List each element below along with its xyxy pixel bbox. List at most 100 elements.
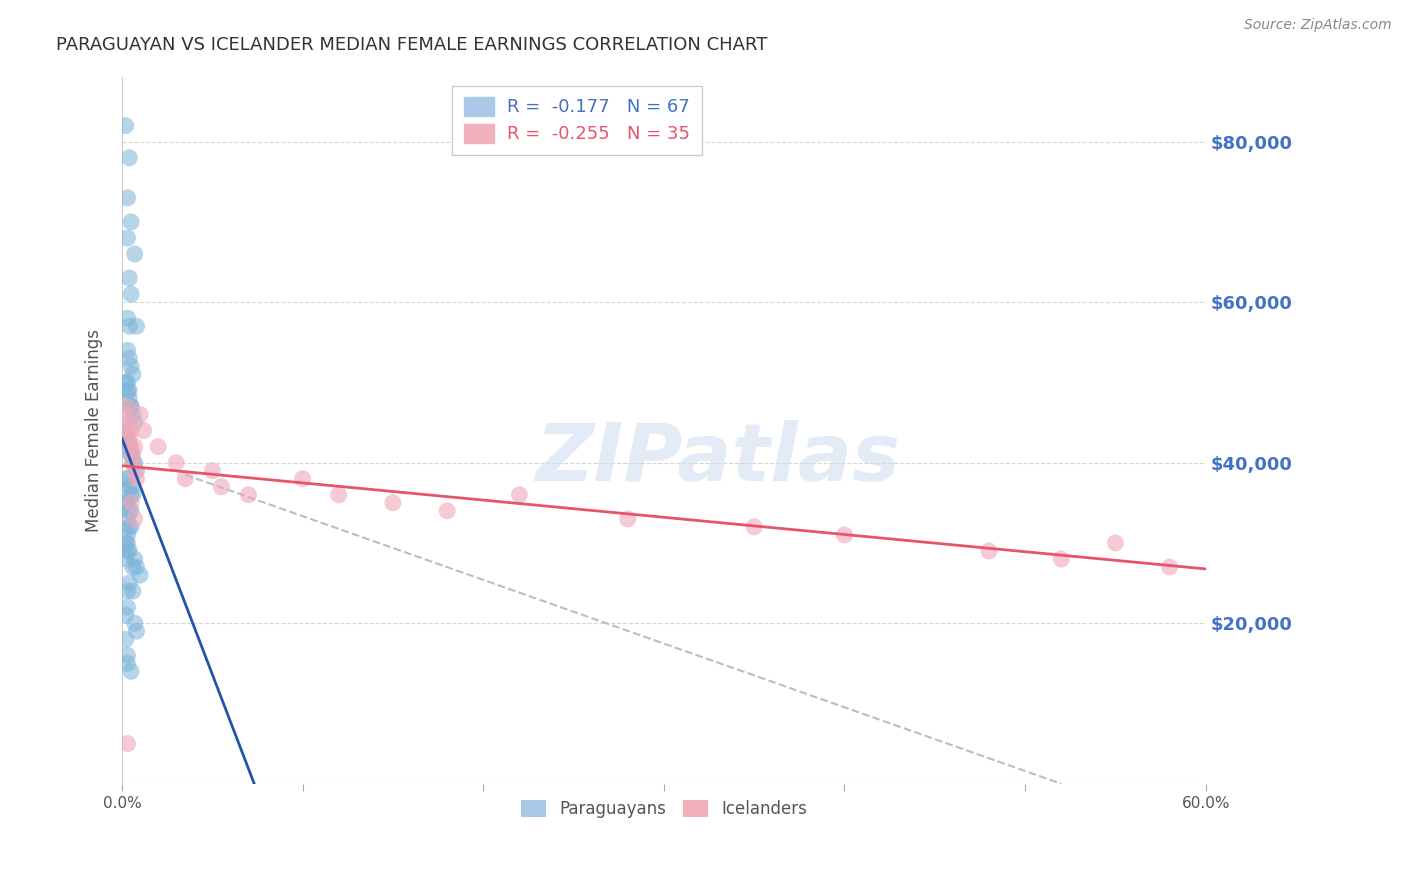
Point (117, 544, 139, 558)
Point (124, 616, 146, 631)
Point (1159, 560, 1181, 574)
Point (122, 368, 145, 382)
Point (117, 584, 139, 599)
Point (125, 472, 148, 486)
Point (124, 552, 146, 566)
Point (117, 384, 139, 398)
Point (124, 512, 146, 526)
Point (209, 480, 232, 494)
Point (122, 584, 145, 599)
Point (117, 496, 139, 510)
Point (124, 440, 146, 454)
Point (124, 464, 146, 478)
Point (120, 287, 142, 301)
Point (120, 520, 142, 534)
Point (616, 512, 638, 526)
Point (120, 665, 142, 679)
Text: ZIPatlas: ZIPatlas (536, 420, 901, 498)
Point (118, 151, 141, 165)
Point (125, 319, 148, 334)
Point (120, 488, 142, 502)
Point (118, 384, 141, 398)
Point (125, 560, 148, 574)
Point (114, 536, 136, 550)
Point (122, 408, 145, 422)
Point (114, 496, 136, 510)
Point (118, 440, 141, 454)
Point (117, 343, 139, 358)
Point (117, 231, 139, 245)
Y-axis label: Median Female Earnings: Median Female Earnings (86, 329, 103, 533)
Point (117, 528, 139, 542)
Point (120, 448, 142, 462)
Point (120, 440, 142, 454)
Point (120, 504, 142, 518)
Point (834, 528, 856, 542)
Point (117, 648, 139, 663)
Point (114, 472, 136, 486)
Point (117, 400, 139, 414)
Point (117, 432, 139, 446)
Point (118, 544, 141, 558)
Point (124, 247, 146, 261)
Point (120, 215, 142, 229)
Point (117, 376, 139, 390)
Point (114, 552, 136, 566)
Point (117, 512, 139, 526)
Point (120, 359, 142, 374)
Point (120, 400, 142, 414)
Text: PARAGUAYAN VS ICELANDER MEDIAN FEMALE EARNINGS CORRELATION CHART: PARAGUAYAN VS ICELANDER MEDIAN FEMALE EA… (56, 36, 768, 54)
Point (129, 408, 152, 422)
Point (118, 351, 141, 366)
Point (122, 560, 145, 574)
Point (1104, 536, 1126, 550)
Point (146, 440, 169, 454)
Point (118, 392, 141, 406)
Point (120, 480, 142, 494)
Point (118, 319, 141, 334)
Point (117, 472, 139, 486)
Point (114, 632, 136, 647)
Point (117, 536, 139, 550)
Point (118, 504, 141, 518)
Point (120, 400, 142, 414)
Point (118, 432, 141, 446)
Point (118, 576, 141, 591)
Point (117, 191, 139, 205)
Point (381, 496, 404, 510)
Point (120, 496, 142, 510)
Text: Source: ZipAtlas.com: Source: ZipAtlas.com (1244, 18, 1392, 32)
Point (117, 432, 139, 446)
Point (117, 311, 139, 326)
Point (124, 416, 146, 430)
Point (165, 456, 187, 470)
Point (114, 424, 136, 438)
Point (122, 456, 145, 470)
Point (977, 544, 1000, 558)
Point (122, 456, 145, 470)
Point (118, 480, 141, 494)
Point (125, 624, 148, 639)
Point (114, 608, 136, 623)
Point (1050, 552, 1073, 566)
Point (122, 488, 145, 502)
Point (508, 488, 530, 502)
Point (118, 520, 141, 534)
Point (118, 271, 141, 285)
Point (291, 472, 314, 486)
Point (436, 504, 458, 518)
Point (174, 472, 197, 486)
Point (124, 456, 146, 470)
Point (328, 488, 350, 502)
Point (132, 424, 155, 438)
Legend: Paraguayans, Icelanders: Paraguayans, Icelanders (515, 793, 814, 825)
Point (117, 657, 139, 671)
Point (201, 464, 224, 478)
Point (117, 424, 139, 438)
Point (120, 424, 142, 438)
Point (118, 416, 141, 430)
Point (114, 119, 136, 133)
Point (118, 440, 141, 454)
Point (120, 448, 142, 462)
Point (114, 408, 136, 422)
